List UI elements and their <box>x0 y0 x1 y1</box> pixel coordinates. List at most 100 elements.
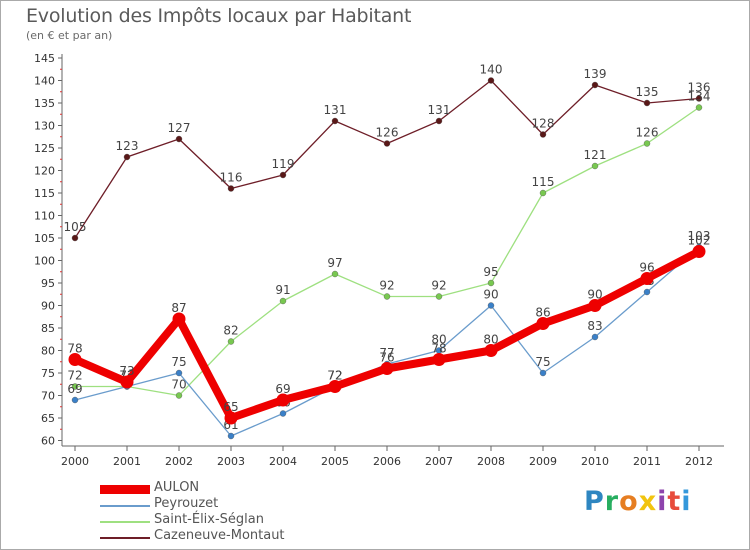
y-tick-label: 65 <box>41 412 55 425</box>
data-label: 135 <box>636 85 659 99</box>
y-tick-label: 100 <box>34 255 55 268</box>
data-point <box>383 140 391 147</box>
data-point <box>279 297 287 305</box>
data-point <box>435 293 443 300</box>
data-point <box>383 293 391 300</box>
data-label: 72 <box>327 369 342 383</box>
data-label: 123 <box>116 139 139 153</box>
logo-letter: o <box>619 486 639 517</box>
data-label: 86 <box>535 306 550 320</box>
y-tick-label: 75 <box>41 367 55 380</box>
data-point <box>224 411 238 425</box>
y-tick-label: 125 <box>34 142 55 155</box>
data-point <box>591 333 599 341</box>
data-label: 97 <box>327 256 342 270</box>
data-label: 90 <box>483 288 498 302</box>
x-tick-label: 2006 <box>373 455 401 468</box>
data-label: 77 <box>379 346 394 360</box>
data-label: 127 <box>168 121 191 135</box>
data-point <box>68 353 82 366</box>
data-point <box>227 432 235 440</box>
data-point <box>175 392 183 399</box>
y-tick-label: 140 <box>34 75 55 88</box>
data-label: 92 <box>379 279 394 293</box>
y-tick-label: 95 <box>41 277 55 290</box>
data-label: 139 <box>584 67 607 81</box>
data-label: 72 <box>67 369 82 383</box>
data-point <box>539 189 547 197</box>
legend-label: Cazeneuve-Montaut <box>154 528 285 543</box>
y-tick-label: 85 <box>41 322 55 335</box>
x-tick-label: 2005 <box>321 455 349 468</box>
data-point <box>484 344 498 357</box>
data-point <box>123 153 131 161</box>
series-line <box>74 246 700 437</box>
x-tick-label: 2007 <box>425 455 453 468</box>
x-tick-label: 2003 <box>217 455 245 468</box>
data-label: 75 <box>171 355 186 369</box>
data-point <box>536 317 550 330</box>
data-label: 65 <box>223 400 238 414</box>
y-tick-label: 90 <box>41 300 55 313</box>
data-label: 119 <box>272 157 295 171</box>
data-label: 78 <box>431 342 446 356</box>
y-tick-label: 130 <box>34 120 55 133</box>
data-point <box>227 338 235 345</box>
y-tick-label: 80 <box>41 345 55 358</box>
data-point <box>276 393 290 407</box>
data-label: 80 <box>483 333 498 347</box>
data-point <box>487 302 495 309</box>
data-label: 103 <box>688 229 711 243</box>
data-point <box>539 369 547 377</box>
data-label: 121 <box>584 148 607 162</box>
data-point <box>279 171 287 179</box>
data-point <box>227 185 235 192</box>
data-label: 91 <box>275 283 290 297</box>
data-label: 69 <box>67 382 82 396</box>
legend-label: Saint-Élix-Séglan <box>154 512 264 527</box>
y-tick-label: 70 <box>41 390 55 403</box>
logo-letter: i <box>657 486 668 517</box>
data-label: 92 <box>431 279 446 293</box>
data-point <box>279 410 287 417</box>
data-label: 87 <box>171 301 186 315</box>
y-tick-label: 105 <box>34 232 55 245</box>
logo-letter: r <box>604 486 620 517</box>
data-point <box>487 279 495 287</box>
data-label: 126 <box>636 126 659 140</box>
data-label: 82 <box>223 324 238 338</box>
data-point <box>539 131 547 138</box>
chart-title: Evolution des Impôts locaux par Habitant <box>26 5 412 27</box>
data-point <box>175 135 183 143</box>
data-label: 126 <box>376 126 399 140</box>
legend-swatch <box>100 537 150 539</box>
data-label: 90 <box>587 288 602 302</box>
legend-label: Peyrouzet <box>154 496 219 511</box>
data-label: 136 <box>688 81 711 95</box>
y-tick-label: 110 <box>34 210 55 223</box>
y-tick-label: 60 <box>41 435 55 448</box>
data-point <box>432 353 446 366</box>
data-label: 115 <box>532 175 555 189</box>
data-point <box>643 140 651 147</box>
data-label: 128 <box>532 117 555 131</box>
data-point <box>328 380 342 393</box>
data-point <box>71 234 79 242</box>
data-point <box>435 117 443 125</box>
logo-letter: i <box>681 486 692 517</box>
data-point <box>71 396 79 404</box>
data-label: 73 <box>119 364 134 378</box>
x-tick-label: 2004 <box>269 455 297 468</box>
legend-swatch <box>100 485 150 494</box>
legend-swatch <box>100 505 150 507</box>
series-saint-lix-s-glan: 72 72 70 82 91 97 92 92 95 115 121 126 134 <box>67 90 710 399</box>
y-tick-label: 115 <box>34 187 55 200</box>
data-label: 134 <box>688 90 711 104</box>
data-label: 80 <box>431 333 446 347</box>
data-point <box>695 104 703 111</box>
data-label: 140 <box>480 63 503 77</box>
logo-letter: t <box>667 486 682 517</box>
data-point <box>640 272 654 285</box>
